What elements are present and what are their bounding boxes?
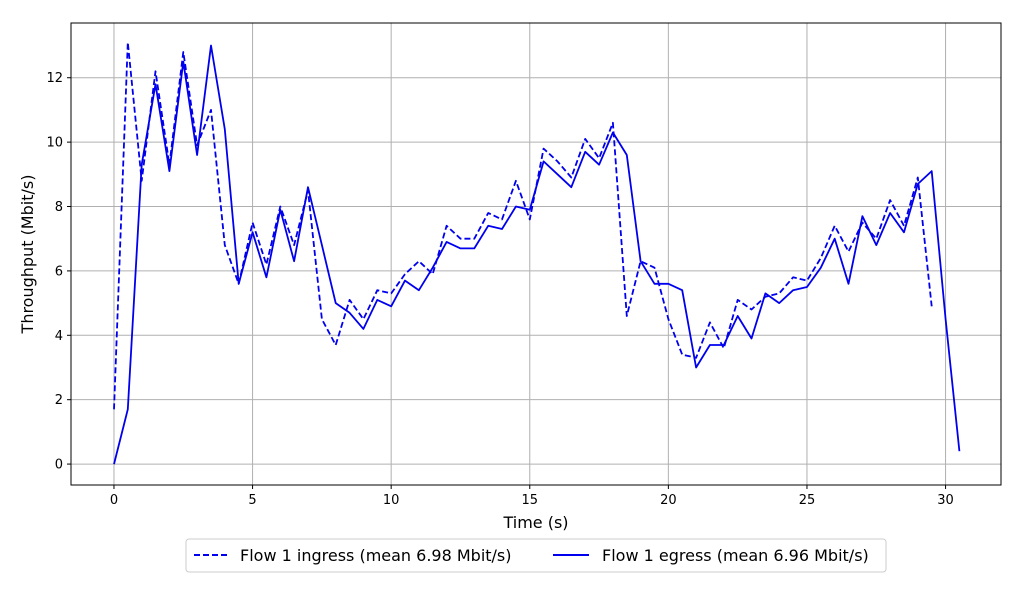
y-tick-label: 10 <box>46 136 63 151</box>
series-line-ingress <box>113 41 933 410</box>
x-axis-title: Time (s) <box>502 513 568 532</box>
grid <box>71 23 1001 485</box>
y-tick-label: 2 <box>55 393 63 408</box>
series-lines <box>113 41 961 465</box>
series-line-egress <box>113 44 961 465</box>
y-tick-label: 0 <box>55 458 63 473</box>
x-tick-label: 5 <box>248 493 256 508</box>
legend: Flow 1 ingress (mean 6.98 Mbit/s) Flow 1… <box>185 538 887 573</box>
y-tick-label: 6 <box>55 264 63 279</box>
plot-frame <box>70 22 1002 486</box>
y-tick-label: 12 <box>46 71 63 86</box>
legend-label-ingress: Flow 1 ingress (mean 6.98 Mbit/s) <box>240 546 512 565</box>
x-tick-label: 15 <box>521 493 538 508</box>
x-tick-label: 20 <box>660 493 677 508</box>
axis-ticks: 0 5 10 15 20 25 30 0 2 4 6 8 10 12 <box>46 71 953 508</box>
y-tick-label: 4 <box>55 329 63 344</box>
x-tick-label: 30 <box>937 493 954 508</box>
legend-box <box>185 538 887 573</box>
y-axis-title: Throughput (Mbit/s) <box>18 175 37 335</box>
legend-label-egress: Flow 1 egress (mean 6.96 Mbit/s) <box>602 546 869 565</box>
x-tick-label: 10 <box>383 493 400 508</box>
x-tick-label: 0 <box>110 493 118 508</box>
x-tick-label: 25 <box>799 493 816 508</box>
y-tick-label: 8 <box>55 200 63 215</box>
